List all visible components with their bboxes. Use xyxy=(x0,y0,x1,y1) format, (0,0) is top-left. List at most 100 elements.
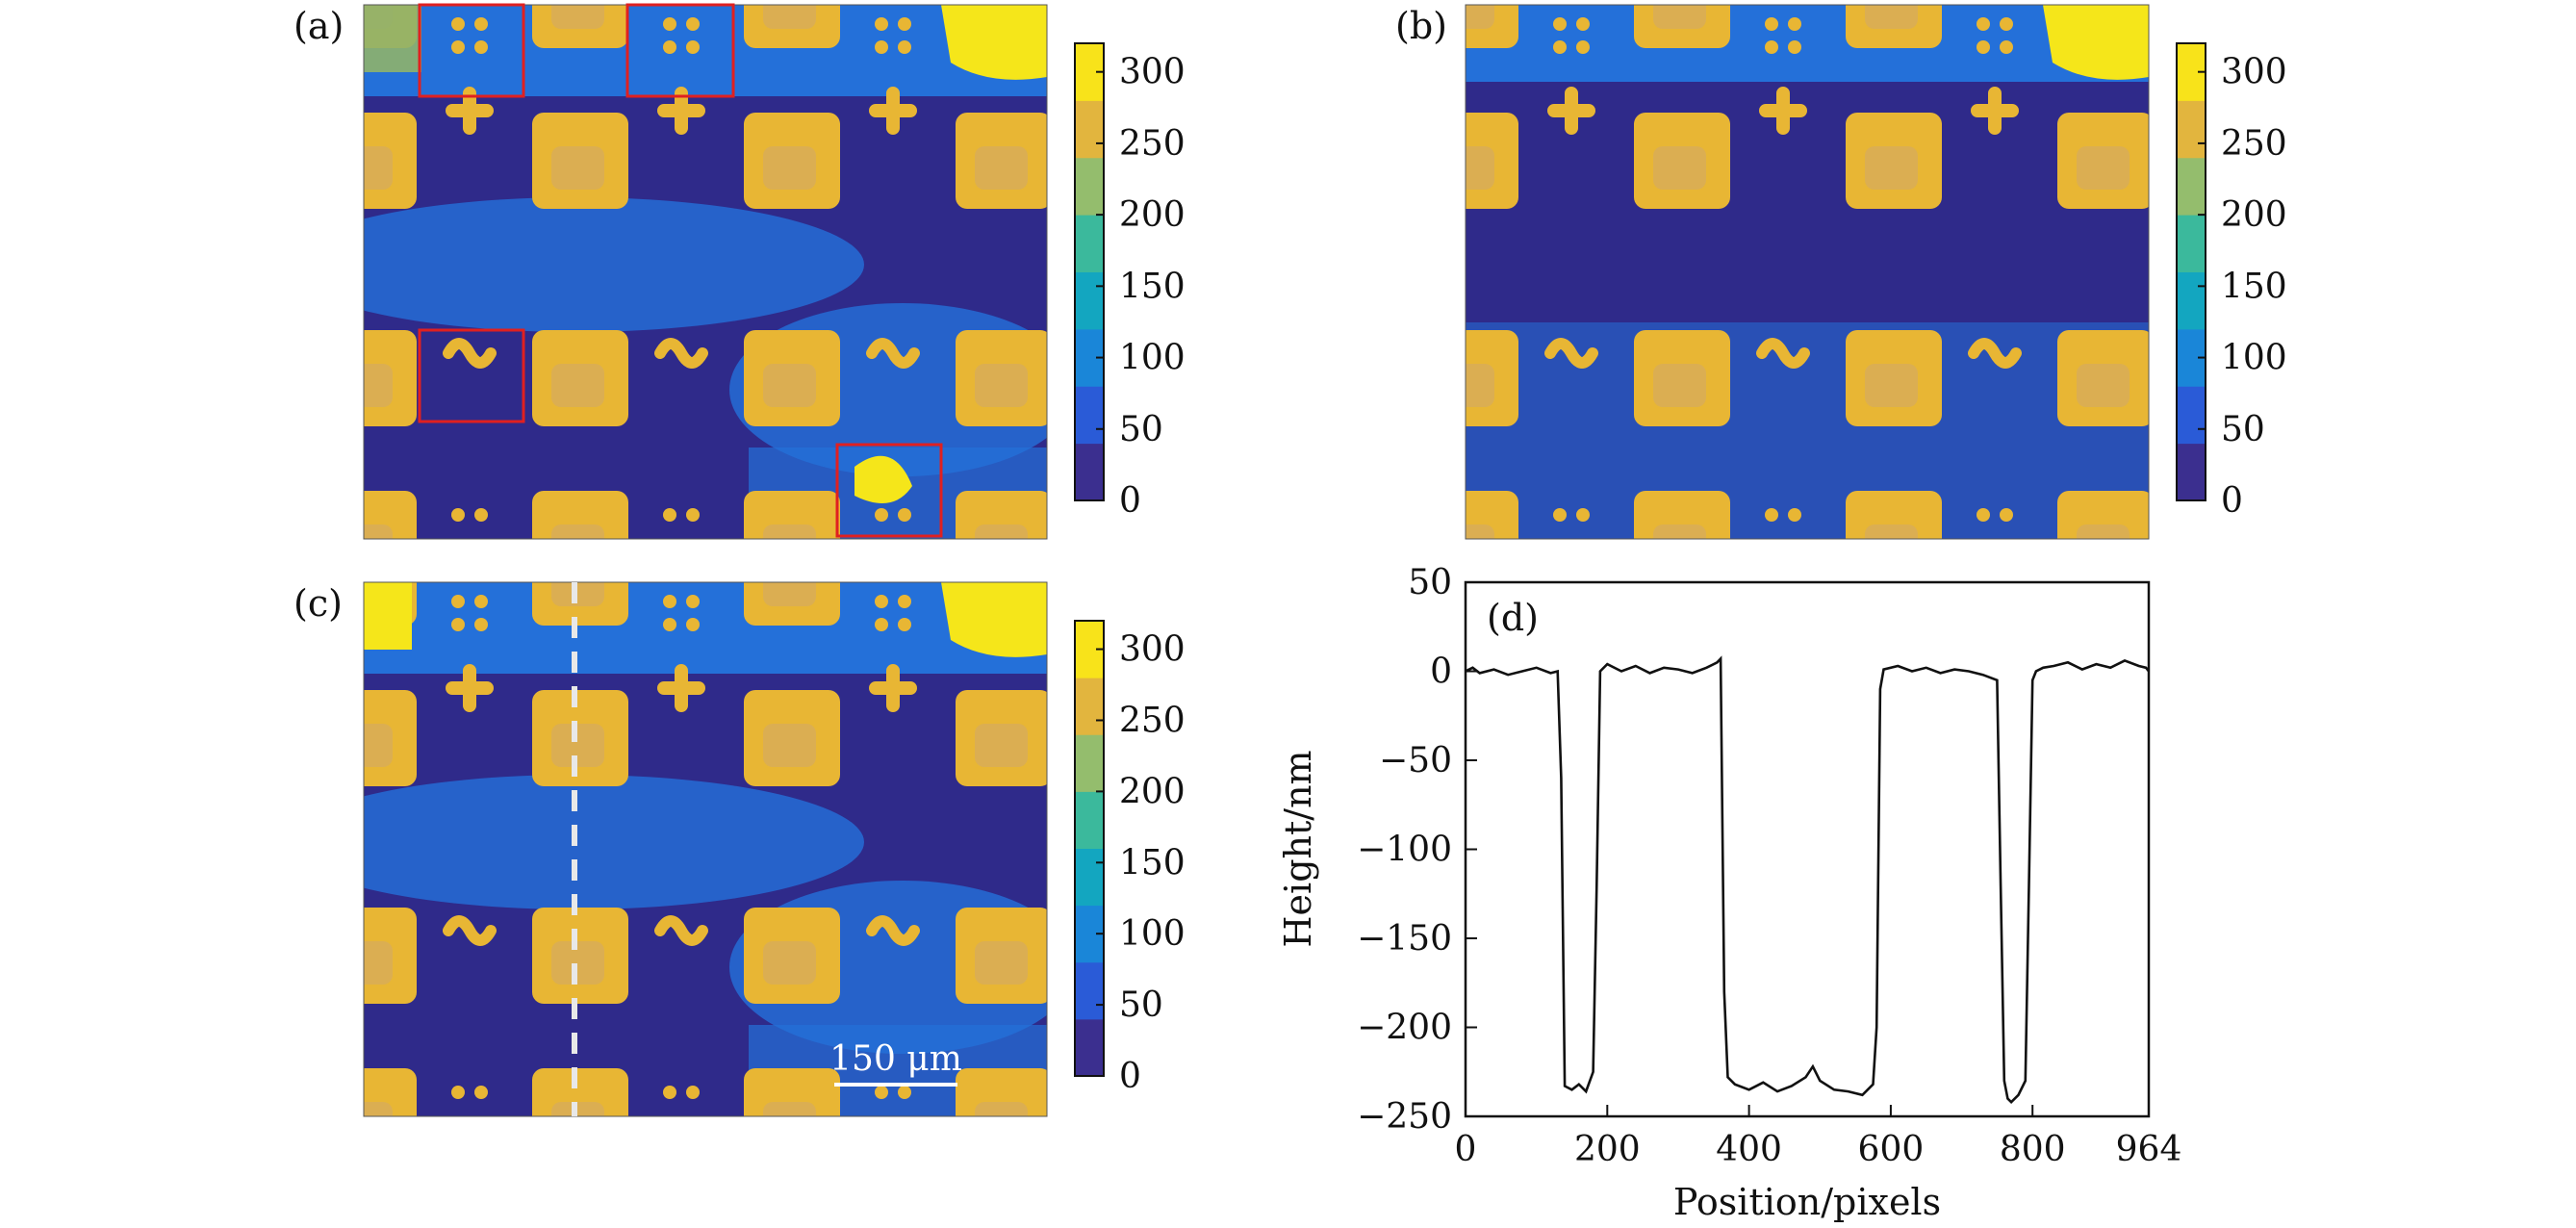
highlight-box xyxy=(418,3,525,98)
dot-feature xyxy=(2000,508,2013,522)
pad-shade xyxy=(364,524,393,539)
pad-shade xyxy=(975,146,1028,190)
dot-feature xyxy=(663,508,676,522)
pad-shade xyxy=(763,524,816,539)
dot-feature xyxy=(686,508,700,522)
colorbar-tick-label: 250 xyxy=(1119,701,1186,740)
highlight-box xyxy=(625,3,735,98)
height-map-a xyxy=(364,5,1047,539)
pad-shade xyxy=(1466,5,1494,29)
x-tick-label: 600 xyxy=(1858,1130,1925,1169)
pad-shade xyxy=(364,724,393,767)
pad xyxy=(532,582,628,626)
dot-feature xyxy=(875,1086,888,1099)
colorbar-swatch xyxy=(1075,386,1104,445)
dot-feature xyxy=(474,618,488,631)
dot-feature xyxy=(898,17,911,31)
green-patch xyxy=(364,5,421,72)
pad-shade xyxy=(551,941,604,985)
pad-shade xyxy=(551,5,604,29)
colorbar-frame xyxy=(1074,42,1105,501)
pad-shade xyxy=(1653,5,1706,29)
dot-feature xyxy=(1977,17,1990,31)
dot-feature xyxy=(2000,40,2013,54)
wave-feature xyxy=(866,338,920,369)
blue-region xyxy=(364,775,864,909)
pad-shade xyxy=(1466,146,1494,190)
dot-feature xyxy=(663,17,676,31)
dot-feature xyxy=(663,40,676,54)
colorbar-swatch xyxy=(1075,791,1104,849)
pad-shade xyxy=(2077,524,2130,539)
dot-feature xyxy=(1977,40,1990,54)
colorbar-swatch xyxy=(2177,157,2206,216)
dot-feature xyxy=(474,508,488,522)
pad-shade xyxy=(551,146,604,190)
colorbar-swatch xyxy=(1075,157,1104,216)
yellow-patch xyxy=(854,455,912,503)
dot-feature xyxy=(1788,40,1801,54)
panel-label-c: (c) xyxy=(293,582,343,625)
dot-feature xyxy=(686,40,700,54)
x-tick-label: 200 xyxy=(1574,1130,1641,1169)
colorbar-swatch xyxy=(2177,100,2206,159)
dot-feature xyxy=(451,508,465,522)
height-profile-chart: (d) 50 0 −50 −100 −150 −200 −250 0 200 400 600 800… xyxy=(1277,563,2181,1223)
pad-shade xyxy=(763,941,816,985)
colorbar-tick-label: 200 xyxy=(1119,195,1186,235)
colorbar-swatch xyxy=(2177,443,2206,501)
wave-feature xyxy=(654,915,708,946)
colorbar-swatch xyxy=(1075,734,1104,792)
dot-feature xyxy=(1765,17,1778,31)
colorbar-tick-label: 200 xyxy=(1119,772,1186,811)
wave-feature xyxy=(1756,338,1810,369)
colorbar-tick-label: 50 xyxy=(1119,410,1163,449)
pad-shade xyxy=(551,364,604,407)
pad-shade xyxy=(1466,524,1494,539)
pad-shade xyxy=(364,364,393,407)
y-axis: 50 0 −50 −100 −150 −200 −250 xyxy=(1357,563,1477,1137)
dot-feature xyxy=(1788,508,1801,522)
dot-feature xyxy=(2000,17,2013,31)
colorbar-swatch xyxy=(1075,271,1104,330)
pad-shade xyxy=(1653,524,1706,539)
yellow-patch xyxy=(941,5,1047,80)
dot-feature xyxy=(451,40,465,54)
dot-feature xyxy=(898,508,911,522)
colorbar-tick-label: 100 xyxy=(1119,914,1186,954)
colorbar-swatch xyxy=(1075,100,1104,159)
dot-feature xyxy=(451,595,465,608)
dot-feature xyxy=(1553,40,1567,54)
dot-feature xyxy=(1553,508,1567,522)
dot-feature xyxy=(686,618,700,631)
colorbar-frame xyxy=(1074,620,1105,1077)
pad-shade xyxy=(1865,364,1918,407)
cross-feature xyxy=(446,87,494,135)
panel-label-b: (b) xyxy=(1395,5,1447,47)
dot-feature xyxy=(875,17,888,31)
dot-feature xyxy=(875,40,888,54)
y-tick-label: −100 xyxy=(1357,831,1452,870)
colorbar-b: 0 50 100 150 200 250 300 xyxy=(2176,42,2287,521)
pad-shade xyxy=(1466,364,1494,407)
dot-feature xyxy=(663,1086,676,1099)
dot-feature xyxy=(451,1086,465,1099)
colorbar-tick-label: 250 xyxy=(1119,124,1186,164)
yellow-patch xyxy=(2043,5,2149,80)
pad-shade xyxy=(975,524,1028,539)
wave-feature xyxy=(443,915,497,946)
dot-feature xyxy=(898,595,911,608)
colorbar-swatch xyxy=(1075,443,1104,501)
y-tick-label: −200 xyxy=(1357,1009,1452,1048)
x-tick-label: 400 xyxy=(1716,1130,1782,1169)
dot-feature xyxy=(898,618,911,631)
dot-feature xyxy=(898,1086,911,1099)
pad-shade xyxy=(1865,5,1918,29)
dot-feature xyxy=(663,618,676,631)
pad-shade xyxy=(364,146,393,190)
cross-feature xyxy=(446,664,494,712)
dot-feature xyxy=(474,40,488,54)
pad-shade xyxy=(551,1102,604,1116)
colorbar-swatch xyxy=(1075,215,1104,272)
y-tick-label: −150 xyxy=(1357,919,1452,959)
